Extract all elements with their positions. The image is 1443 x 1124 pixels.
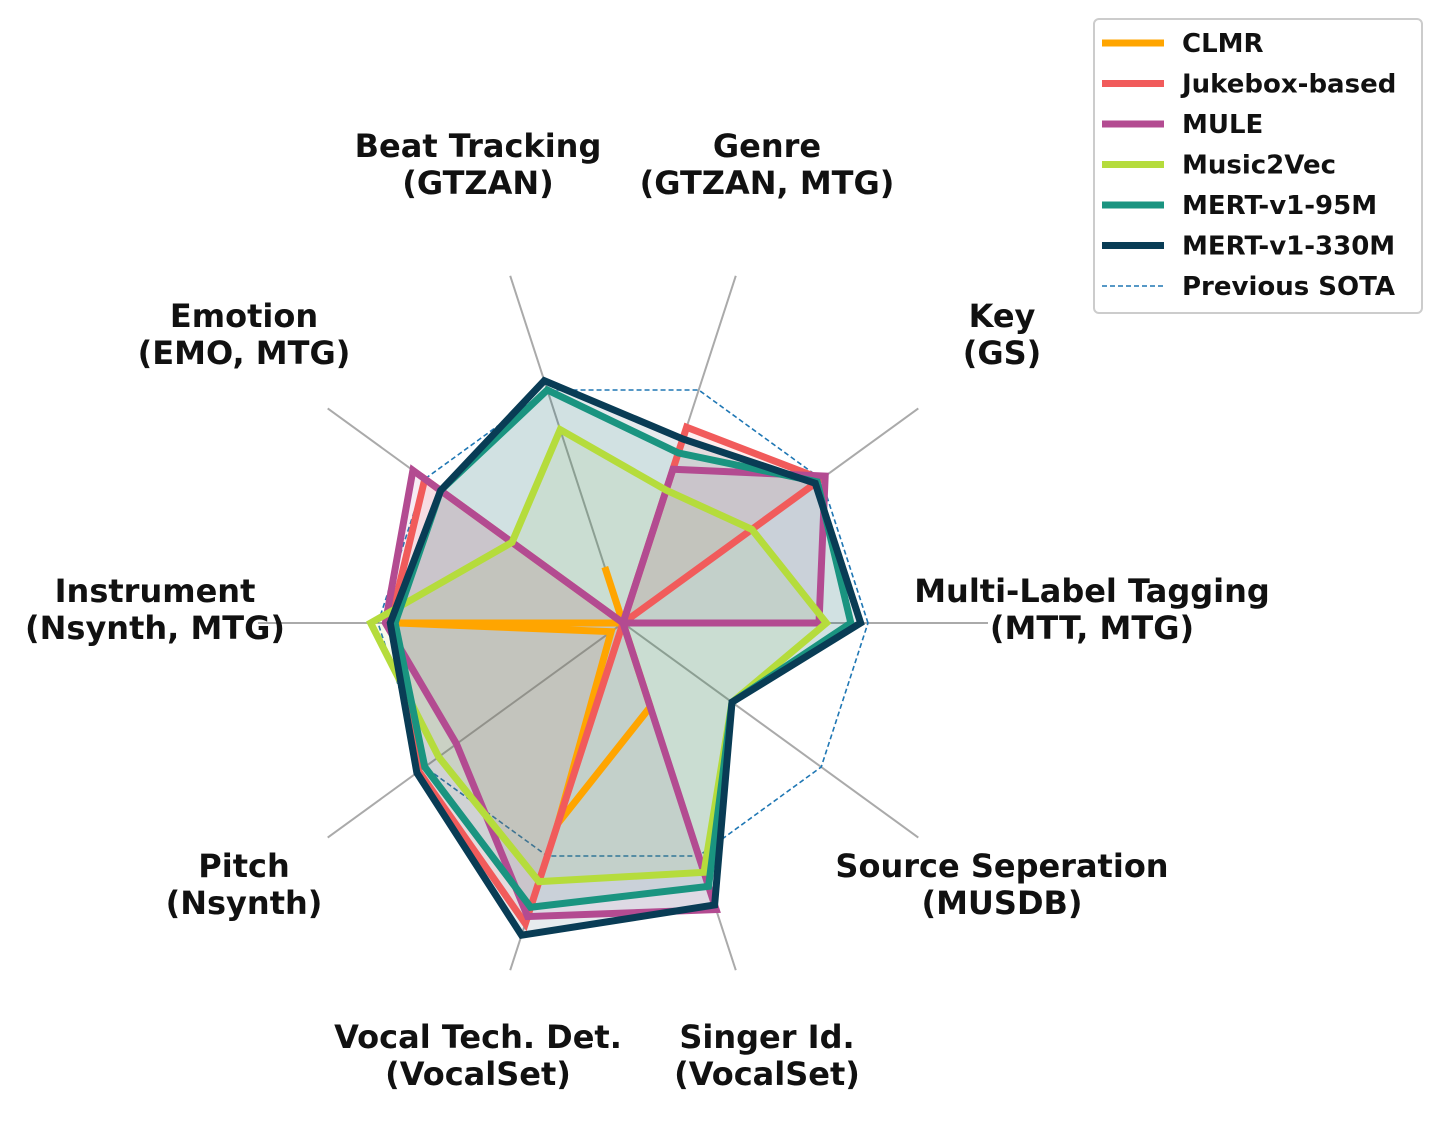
axis-label: Emotion (EMO, MTG)	[138, 297, 351, 372]
legend-box	[1093, 18, 1423, 314]
series-line	[381, 464, 829, 921]
legend-label: MULE	[1182, 110, 1263, 140]
axis-label: Instrument (Nsynth, MTG)	[25, 572, 285, 647]
legend-label: MERT-v1-95M	[1182, 191, 1377, 221]
axis-label: Genre (GTZAN, MTG)	[640, 127, 895, 202]
series-line	[391, 385, 855, 911]
axis-label: Singer Id. (VocalSet)	[674, 1018, 860, 1093]
legend-label: Jukebox-based	[1180, 70, 1396, 100]
series-fill	[390, 380, 861, 936]
axis-label: Source Seperation (MUSDB)	[835, 847, 1168, 922]
axis-label: Multi-Label Tagging (MTT, MTG)	[914, 572, 1270, 647]
series-fill	[385, 469, 826, 917]
series-line	[366, 424, 832, 886]
axis-label: Vocal Tech. Det. (VocalSet)	[334, 1018, 622, 1093]
legend: CLMR Jukebox-based MULE Music2Vec MERT-v1-95…	[1093, 18, 1423, 314]
axis-label: Beat Tracking (GTZAN)	[355, 127, 602, 202]
legend-label: CLMR	[1182, 29, 1264, 59]
legend-label: Music2Vec	[1182, 151, 1336, 181]
previous-sota-ring	[377, 389, 869, 857]
axis-label: Key (GS)	[963, 297, 1042, 372]
series-fill	[370, 429, 827, 882]
series-line	[386, 376, 865, 940]
axis-label: Pitch (Nsynth)	[166, 847, 323, 922]
previous-sota-line	[377, 389, 869, 857]
series-layer	[366, 376, 865, 940]
legend-label: Previous SOTA	[1182, 272, 1395, 302]
axis-spoke	[509, 275, 624, 624]
legend-label: MERT-v1-330M	[1182, 232, 1395, 262]
axis-spoke	[327, 622, 624, 839]
axis-labels: Multi-Label Tagging (MTT, MTG) Key (GS) Genr…	[25, 127, 1270, 1093]
series-line	[397, 565, 655, 840]
axis-spoke	[622, 622, 919, 839]
